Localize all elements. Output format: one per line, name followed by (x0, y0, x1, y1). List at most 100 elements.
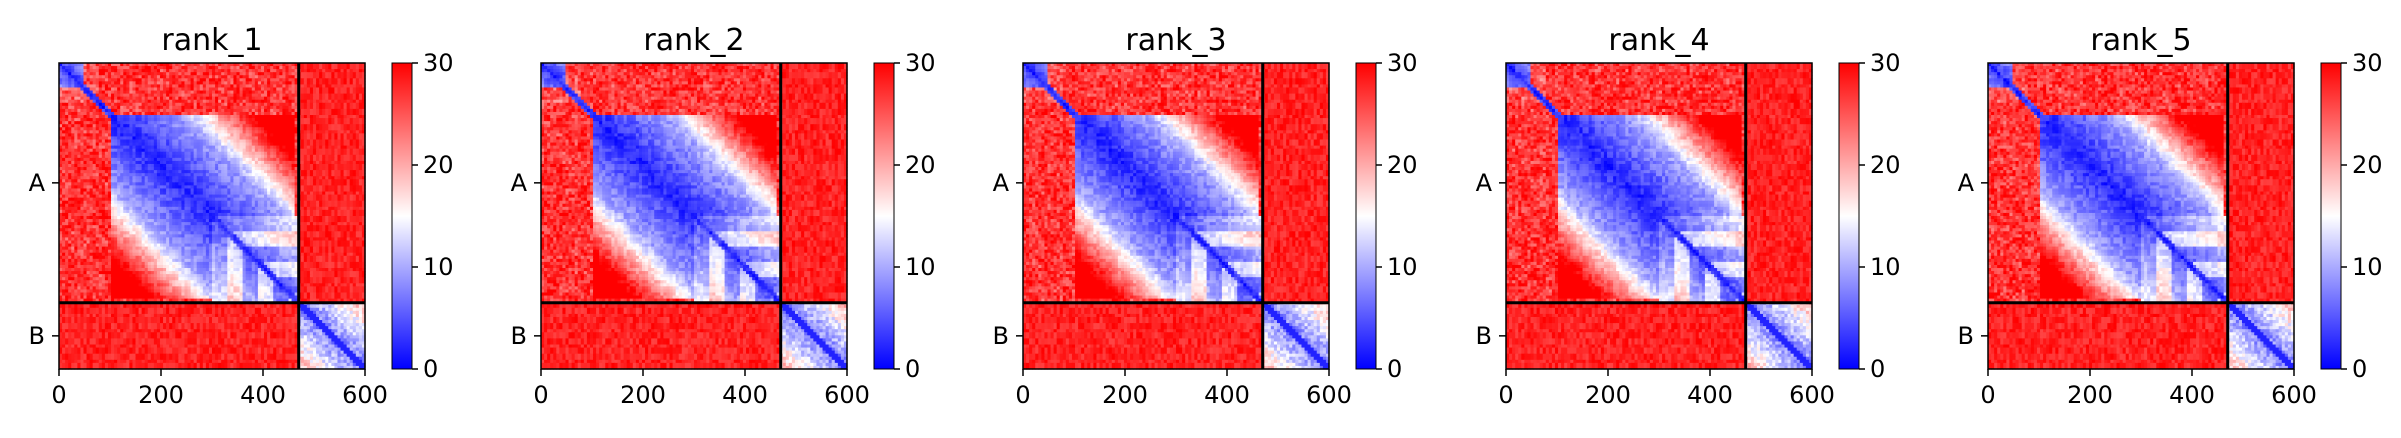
heatmap-cell (199, 63, 204, 67)
heatmap-cell (334, 75, 339, 79)
heatmap-cell (150, 84, 155, 89)
heatmap-cell (358, 75, 363, 79)
heatmap-cell (74, 96, 78, 101)
heatmap-cell (346, 78, 351, 82)
heatmap-cell (233, 99, 238, 104)
heatmap-cell (77, 84, 82, 89)
heatmap-cell (239, 90, 244, 95)
heatmap-cell (227, 75, 231, 79)
heatmap-cell (190, 84, 195, 89)
heatmap-cell (349, 102, 354, 107)
heatmap-cell (98, 66, 103, 70)
heatmap-cell (83, 105, 88, 110)
heatmap-cell (319, 75, 323, 79)
heatmap-cell (80, 90, 85, 95)
heatmap-cell (215, 69, 219, 73)
heatmap-cell (285, 81, 290, 86)
heatmap-cell (163, 99, 167, 104)
heatmap-cell (218, 96, 222, 101)
heatmap-cell (95, 90, 100, 95)
heatmap-cell (83, 72, 88, 76)
heatmap-cell (260, 75, 265, 79)
heatmap-cell (89, 87, 94, 92)
heatmap-cell (248, 93, 253, 98)
heatmap-cell (319, 78, 323, 82)
heatmap-cell (319, 105, 323, 110)
heatmap-cell (132, 108, 137, 113)
heatmap-cell (193, 87, 198, 92)
heatmap-cell (306, 75, 311, 79)
heatmap-cell (178, 99, 182, 104)
heatmap-cell (251, 78, 256, 82)
heatmap-cell (104, 69, 109, 73)
heatmap-cell (285, 96, 290, 101)
heatmap-cell (141, 93, 146, 98)
heatmap-cell (306, 90, 311, 95)
heatmap-cell (65, 93, 69, 98)
heatmap-cell (135, 81, 140, 86)
heatmap-cell (202, 102, 207, 107)
heatmap-cell (306, 102, 311, 107)
heatmap-cell (239, 102, 244, 107)
heatmap-cell (260, 72, 265, 76)
heatmap-cell (343, 63, 348, 67)
heatmap-cell (264, 90, 268, 95)
heatmap-cell (233, 105, 238, 110)
heatmap-cell (178, 102, 182, 107)
heatmap-cell (199, 72, 204, 76)
heatmap-cell (267, 87, 271, 92)
heatmap-cell (187, 81, 192, 86)
heatmap-cell (166, 102, 170, 107)
heatmap-cell (230, 108, 235, 113)
heatmap-cell (138, 81, 143, 86)
heatmap-cell (98, 84, 103, 89)
heatmap-cell (230, 96, 235, 101)
heatmap-cell (159, 66, 164, 70)
heatmap-cell (242, 72, 247, 76)
heatmap-cell (175, 96, 179, 101)
heatmap-cell (144, 63, 149, 67)
heatmap-cell (276, 102, 280, 107)
heatmap-cell (328, 87, 332, 92)
heatmap-cell (138, 66, 143, 70)
heatmap-cell (114, 63, 118, 67)
heatmap-cell (199, 69, 204, 73)
heatmap-cell (147, 93, 152, 98)
heatmap-cell (208, 93, 213, 98)
heatmap-cell (306, 63, 311, 67)
heatmap-cell (208, 72, 213, 76)
heatmap-cell (251, 72, 256, 76)
heatmap-cell (62, 90, 66, 95)
heatmap-cell (215, 96, 219, 101)
heatmap-cell (239, 99, 244, 104)
heatmap-cell (144, 102, 149, 107)
heatmap-cell (114, 66, 118, 70)
heatmap-cell (319, 84, 323, 89)
heatmap-cell (178, 78, 182, 82)
heatmap-cell (138, 96, 143, 101)
heatmap-cell (230, 72, 235, 76)
heatmap-cell (190, 63, 195, 67)
heatmap-cell (68, 93, 72, 98)
heatmap-cell (172, 102, 176, 107)
heatmap-cell (288, 105, 293, 110)
heatmap-cell (270, 102, 274, 107)
heatmap-cell (288, 87, 293, 92)
heatmap-cell (193, 75, 198, 79)
heatmap-cell (92, 72, 97, 76)
heatmap-cell (309, 78, 314, 82)
heatmap-cell (312, 69, 317, 73)
heatmap-cell (331, 105, 335, 110)
heatmap-cell (254, 108, 259, 113)
heatmap-cell (270, 105, 274, 110)
heatmap-cell (144, 66, 149, 70)
heatmap-cell (181, 81, 186, 86)
heatmap-cell (163, 102, 167, 107)
heatmap-cell (184, 108, 189, 113)
heatmap-cell (288, 72, 293, 76)
heatmap-cell (166, 66, 170, 70)
heatmap-cell (71, 78, 75, 82)
heatmap-cell (264, 63, 268, 67)
heatmap-cell (89, 84, 94, 89)
heatmap-cell (126, 63, 130, 67)
